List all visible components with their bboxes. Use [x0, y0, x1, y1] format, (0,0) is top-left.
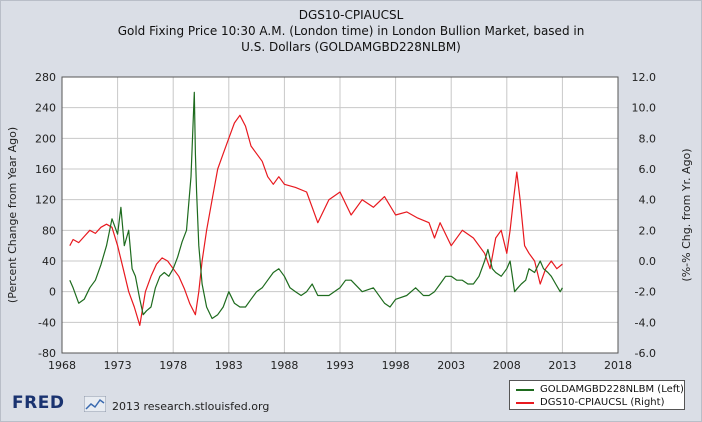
x-tick-label: 1978 — [159, 359, 187, 372]
y-right-tick-label: 12.0 — [632, 71, 657, 84]
footer-credit: 2013 research.stlouisfed.org — [112, 400, 270, 413]
x-tick-label: 1988 — [270, 359, 298, 372]
y-right-tick-label: -4.0 — [635, 316, 656, 329]
x-tick-label: 2003 — [437, 359, 465, 372]
plot-border — [61, 76, 619, 354]
y-axis-right-title: (%-% Chg. from Yr. Ago) — [680, 148, 693, 281]
x-tick-label: 2018 — [604, 359, 632, 372]
legend-item-gold: GOLDAMGBD228NLBM (Left) — [516, 383, 684, 396]
x-tick-label: 2013 — [548, 359, 576, 372]
y-right-tick-label: 0.0 — [639, 255, 657, 268]
legend-item-dgs10: DGS10-CPIAUCSL (Right) — [516, 396, 664, 409]
fred-logo[interactable]: FRED — [12, 393, 65, 413]
y-left-tick-label: 160 — [35, 163, 56, 176]
line-chart-icon — [84, 396, 106, 412]
y-right-tick-label: -2.0 — [635, 286, 656, 299]
y-left-tick-label: 40 — [42, 255, 56, 268]
legend: GOLDAMGBD228NLBM (Left) DGS10-CPIAUCSL (… — [509, 380, 685, 410]
y-left-tick-label: 120 — [35, 194, 56, 207]
chart-title: DGS10-CPIAUCSL — [298, 8, 404, 22]
y-left-tick-label: 240 — [35, 102, 56, 115]
legend-swatch-dgs10 — [516, 401, 534, 404]
y-left-tick-label: 80 — [42, 224, 56, 237]
y-left-tick-label: 280 — [35, 71, 56, 84]
y-left-tick-label: -40 — [38, 316, 56, 329]
grid-lines — [62, 77, 618, 353]
y-right-tick-label: 2.0 — [639, 224, 657, 237]
x-tick-label: 1993 — [326, 359, 354, 372]
y-right-tick-label: 4.0 — [639, 194, 657, 207]
series-line-dgs10 — [69, 114, 563, 326]
x-tick-label: 2008 — [493, 359, 521, 372]
x-tick-label: 1983 — [215, 359, 243, 372]
y-right-tick-label: 10.0 — [632, 102, 657, 115]
tick-labels: 280 12.0 240 10.0 200 8.0 160 6.0 120 4.0 80 2.0 40 0… — [35, 71, 656, 372]
series-line-gold — [69, 91, 563, 320]
y-right-tick-label: 6.0 — [639, 163, 657, 176]
x-tick-label: 1968 — [48, 359, 76, 372]
y-left-tick-label: 200 — [35, 132, 56, 145]
chart-subtitle-line-2: U.S. Dollars (GOLDAMGBD228NLBM) — [241, 40, 461, 54]
y-left-tick-label: -80 — [38, 347, 56, 360]
y-right-tick-label: 8.0 — [639, 132, 657, 145]
chart-subtitle-line-1: Gold Fixing Price 10:30 A.M. (London tim… — [117, 24, 585, 38]
series-lines — [69, 91, 563, 326]
y-right-tick-label: -6.0 — [635, 347, 656, 360]
legend-swatch-gold — [516, 388, 534, 391]
x-tick-label: 1998 — [382, 359, 410, 372]
legend-label-dgs10: DGS10-CPIAUCSL (Right) — [540, 397, 665, 408]
legend-label-gold: GOLDAMGBD228NLBM (Left) — [540, 384, 684, 395]
y-axis-left-title: (Percent Change from Year Ago) — [6, 127, 19, 303]
y-left-tick-label: 0 — [49, 286, 56, 299]
x-tick-label: 1973 — [104, 359, 132, 372]
